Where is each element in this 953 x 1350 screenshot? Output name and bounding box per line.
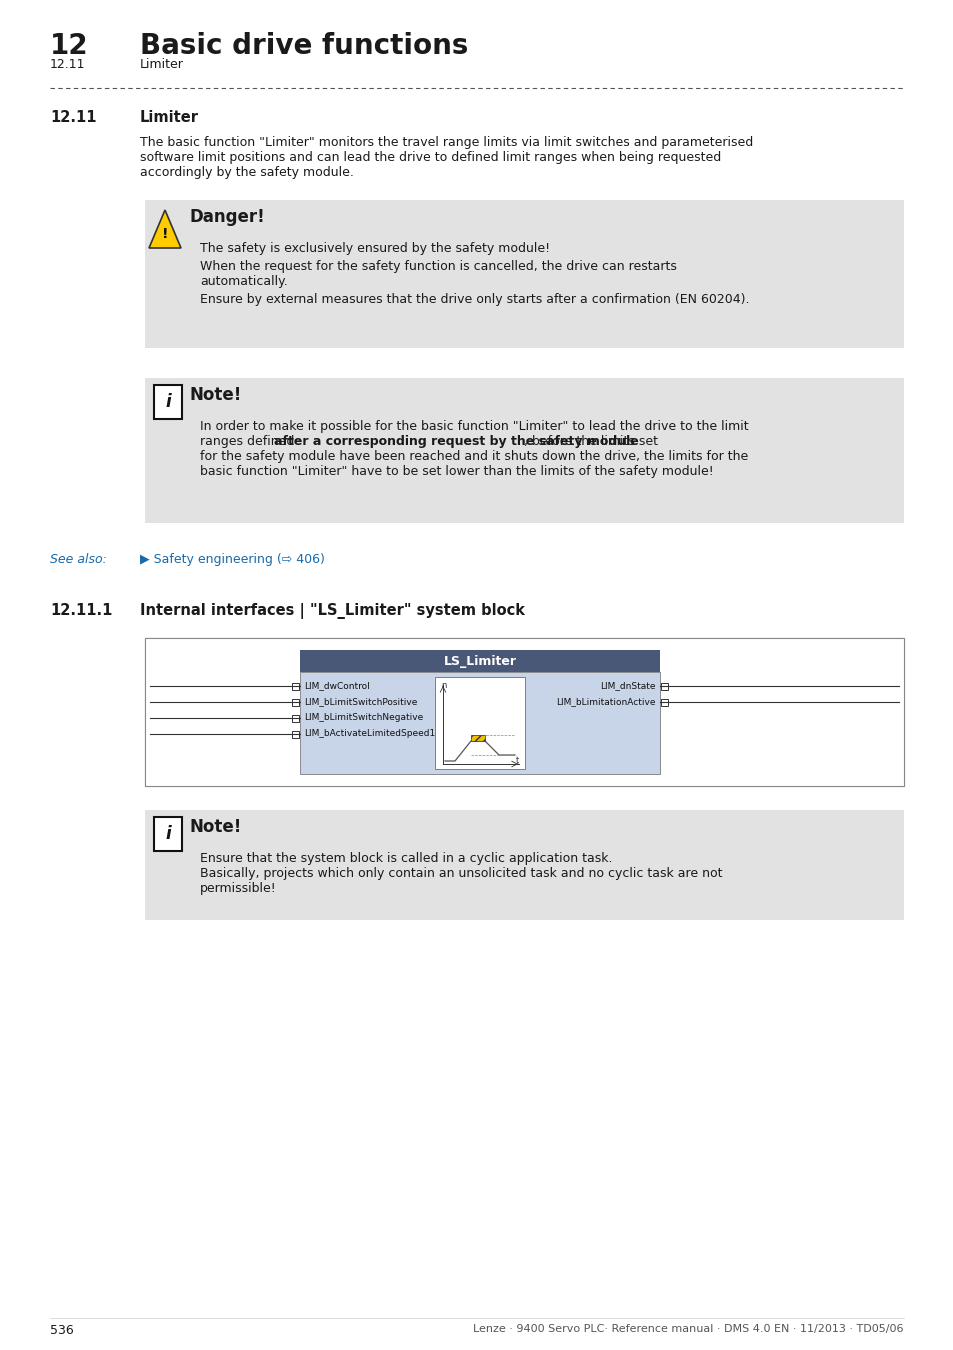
Bar — [292, 714, 298, 721]
Text: 12.11: 12.11 — [50, 109, 96, 126]
Text: permissible!: permissible! — [200, 882, 276, 895]
Text: Note!: Note! — [190, 386, 242, 404]
Text: LIM_dwControl: LIM_dwControl — [304, 682, 370, 690]
FancyBboxPatch shape — [145, 200, 903, 348]
Text: 536: 536 — [50, 1324, 73, 1336]
Text: ▶ Safety engineering (⇨ 406): ▶ Safety engineering (⇨ 406) — [140, 554, 325, 566]
Polygon shape — [471, 734, 484, 741]
Text: Basically, projects which only contain an unsolicited task and no cyclic task ar: Basically, projects which only contain a… — [200, 867, 721, 880]
Text: !: ! — [162, 227, 168, 240]
Bar — [660, 683, 667, 690]
Text: LS_Limiter: LS_Limiter — [443, 655, 516, 667]
Text: i: i — [165, 393, 171, 410]
Text: Limiter: Limiter — [140, 58, 184, 72]
Text: Danger!: Danger! — [190, 208, 266, 225]
FancyBboxPatch shape — [435, 676, 524, 770]
Bar — [292, 683, 298, 690]
Text: Note!: Note! — [190, 818, 242, 836]
Text: software limit positions and can lead the drive to defined limit ranges when bei: software limit positions and can lead th… — [140, 151, 720, 163]
Text: In order to make it possible for the basic function "Limiter" to lead the drive : In order to make it possible for the bas… — [200, 420, 748, 433]
Text: LIM_bLimitSwitchNegative: LIM_bLimitSwitchNegative — [304, 714, 423, 722]
Bar — [292, 698, 298, 706]
Bar — [292, 730, 298, 737]
Text: Basic drive functions: Basic drive functions — [140, 32, 468, 59]
Text: LIM_bLimitSwitchPositive: LIM_bLimitSwitchPositive — [304, 698, 416, 706]
Text: The safety is exclusively ensured by the safety module!: The safety is exclusively ensured by the… — [200, 242, 550, 255]
Text: 12: 12 — [50, 32, 89, 59]
FancyBboxPatch shape — [145, 810, 903, 919]
FancyBboxPatch shape — [145, 378, 903, 522]
Text: Ensure that the system block is called in a cyclic application task.: Ensure that the system block is called i… — [200, 852, 612, 865]
Text: basic function "Limiter" have to be set lower than the limits of the safety modu: basic function "Limiter" have to be set … — [200, 464, 713, 478]
FancyBboxPatch shape — [145, 639, 903, 786]
Text: t: t — [516, 756, 518, 765]
Text: Lenze · 9400 Servo PLC· Reference manual · DMS 4.0 EN · 11/2013 · TD05/06: Lenze · 9400 Servo PLC· Reference manual… — [473, 1324, 903, 1334]
Text: , before the limits set: , before the limits set — [523, 435, 657, 448]
Text: n: n — [440, 680, 446, 690]
Text: Limiter: Limiter — [140, 109, 199, 126]
Text: i: i — [165, 825, 171, 842]
Text: LIM_dnState: LIM_dnState — [599, 682, 656, 690]
Text: Ensure by external measures that the drive only starts after a confirmation (EN : Ensure by external measures that the dri… — [200, 293, 749, 306]
Text: accordingly by the safety module.: accordingly by the safety module. — [140, 166, 354, 180]
FancyBboxPatch shape — [299, 672, 659, 774]
Bar — [660, 698, 667, 706]
Polygon shape — [149, 211, 181, 248]
Text: Internal interfaces | "LS_Limiter" system block: Internal interfaces | "LS_Limiter" syste… — [140, 603, 524, 620]
FancyBboxPatch shape — [153, 817, 182, 850]
FancyBboxPatch shape — [145, 639, 903, 786]
Text: after a corresponding request by the safety module: after a corresponding request by the saf… — [274, 435, 639, 448]
Text: automatically.: automatically. — [200, 275, 288, 288]
Text: When the request for the safety function is cancelled, the drive can restarts: When the request for the safety function… — [200, 261, 677, 273]
Text: LIM_bLimitationActive: LIM_bLimitationActive — [556, 698, 656, 706]
Text: 12.11: 12.11 — [50, 58, 86, 72]
Text: for the safety module have been reached and it shuts down the drive, the limits : for the safety module have been reached … — [200, 450, 747, 463]
FancyBboxPatch shape — [153, 385, 182, 418]
Text: See also:: See also: — [50, 554, 107, 566]
Text: 12.11.1: 12.11.1 — [50, 603, 112, 618]
Text: LIM_bActivateLimitedSpeed1: LIM_bActivateLimitedSpeed1 — [304, 729, 435, 738]
Text: ranges defined: ranges defined — [200, 435, 298, 448]
FancyBboxPatch shape — [299, 649, 659, 672]
Text: The basic function "Limiter" monitors the travel range limits via limit switches: The basic function "Limiter" monitors th… — [140, 136, 753, 148]
